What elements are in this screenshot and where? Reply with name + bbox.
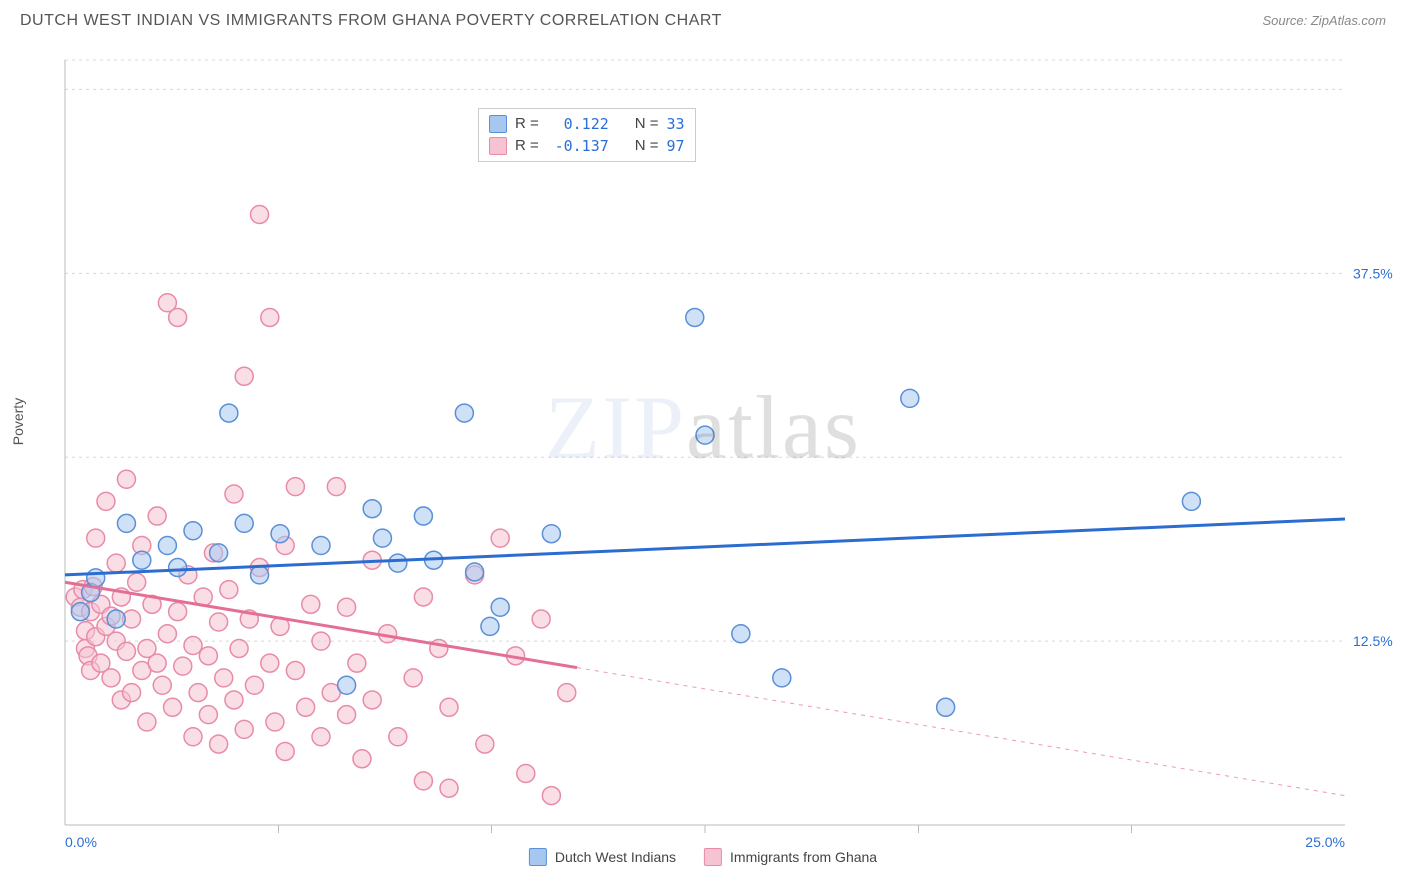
- source-prefix: Source:: [1262, 13, 1310, 28]
- y-axis-label: Poverty: [10, 398, 26, 445]
- scatter-chart: 12.5% 37.5% 0.0% 25.0%: [20, 50, 1405, 865]
- r-label: R =: [515, 113, 539, 135]
- r-value: -0.137: [547, 135, 609, 157]
- corr-row-ghana: R = -0.137 N = 97: [489, 135, 685, 157]
- r-label: R =: [515, 135, 539, 157]
- legend-label: Immigrants from Ghana: [730, 849, 877, 865]
- series-legend: Dutch West Indians Immigrants from Ghana: [529, 848, 877, 866]
- n-label: N =: [635, 135, 659, 157]
- n-label: N =: [635, 113, 659, 135]
- legend-item-dutch: Dutch West Indians: [529, 848, 676, 866]
- y-tick-label: 12.5%: [1353, 633, 1393, 649]
- legend-label: Dutch West Indians: [555, 849, 676, 865]
- x-tick-label: 0.0%: [65, 834, 97, 850]
- y-tick-label: 37.5%: [1353, 265, 1393, 281]
- legend-swatch-ghana: [704, 848, 722, 866]
- source-label: Source: ZipAtlas.com: [1262, 12, 1386, 30]
- series-ghana: [66, 205, 576, 804]
- n-value: 33: [667, 113, 685, 135]
- r-value: 0.122: [547, 113, 609, 135]
- swatch-ghana: [489, 137, 507, 155]
- chart-title: DUTCH WEST INDIAN VS IMMIGRANTS FROM GHA…: [20, 12, 722, 30]
- chart-area: Poverty 12.5%37.5%0.0%25.0% ZIPatlas R =…: [20, 50, 1386, 872]
- x-tick-label: 25.0%: [1305, 834, 1345, 850]
- source-name: ZipAtlas.com: [1311, 13, 1386, 28]
- n-value: 97: [667, 135, 685, 157]
- correlation-legend: R = 0.122 N = 33 R = -0.137 N = 97: [478, 108, 696, 162]
- swatch-dutch: [489, 115, 507, 133]
- corr-row-dutch: R = 0.122 N = 33: [489, 113, 685, 135]
- legend-item-ghana: Immigrants from Ghana: [704, 848, 877, 866]
- legend-swatch-dutch: [529, 848, 547, 866]
